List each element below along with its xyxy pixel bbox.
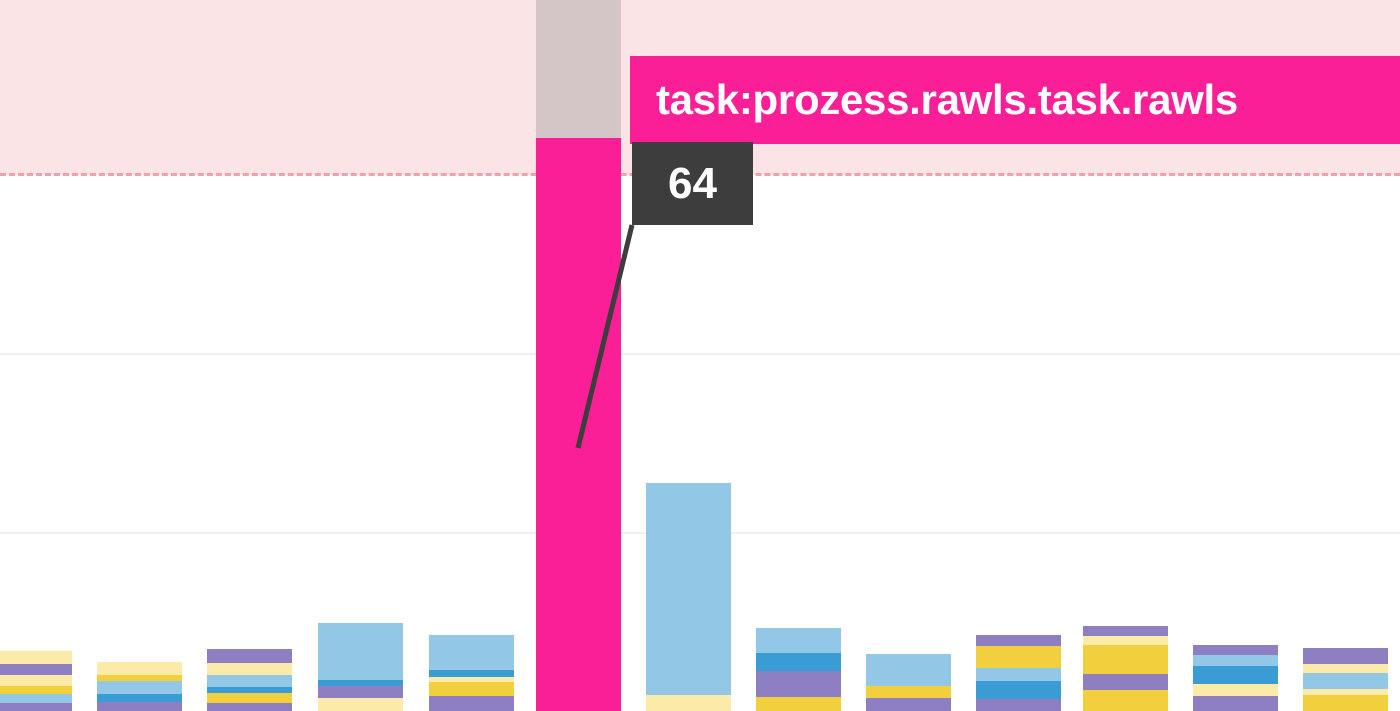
bar-segment — [866, 686, 951, 698]
bar-segment — [756, 697, 841, 711]
bar-segment — [207, 675, 292, 687]
bar[interactable] — [976, 635, 1061, 711]
bar-segment — [756, 653, 841, 671]
bar-selected[interactable] — [536, 0, 621, 711]
bar-segment — [536, 0, 621, 138]
bar-segment — [429, 635, 514, 670]
bar-segment — [97, 702, 182, 711]
value-tooltip[interactable]: 64 — [632, 142, 753, 225]
bar[interactable] — [1083, 626, 1168, 711]
bar-segment — [1193, 655, 1278, 666]
bar-segment — [1193, 696, 1278, 711]
bar[interactable] — [0, 651, 72, 711]
bar-segment — [1193, 645, 1278, 655]
bar-segment — [429, 682, 514, 696]
bar-segment — [976, 668, 1061, 681]
bar-segment — [1083, 636, 1168, 645]
bar-segment — [866, 654, 951, 686]
bar[interactable] — [429, 635, 514, 711]
bar[interactable] — [318, 623, 403, 711]
bar-segment — [429, 670, 514, 677]
bar-segment — [318, 686, 403, 698]
bar-segment — [1083, 626, 1168, 636]
bar[interactable] — [756, 628, 841, 711]
bar-segment — [0, 694, 72, 703]
bar-segment — [1083, 674, 1168, 690]
bar-segment — [429, 677, 514, 682]
bar-segment — [756, 671, 841, 697]
bar-segment — [429, 696, 514, 711]
bar-segment — [1303, 648, 1388, 664]
bar-segment — [318, 698, 403, 711]
bar-segment — [0, 664, 72, 675]
bar-segment — [1193, 666, 1278, 684]
bar-segment — [0, 675, 72, 686]
bar-segment — [0, 651, 72, 664]
bar-segment — [318, 680, 403, 686]
bar-segment — [318, 623, 403, 680]
bar-segment — [207, 687, 292, 693]
value-tooltip-text: 64 — [668, 158, 717, 208]
bar-segment — [1303, 689, 1388, 695]
bar[interactable] — [1193, 645, 1278, 711]
bar-segment — [1303, 695, 1388, 711]
gridline — [0, 353, 1400, 355]
bar-segment — [97, 681, 182, 694]
bar-segment — [207, 649, 292, 663]
bar-segment — [0, 703, 72, 711]
bar-segment — [1193, 684, 1278, 696]
bar-segment — [97, 675, 182, 681]
bar-segment — [646, 483, 731, 695]
bar-segment — [207, 693, 292, 703]
bar-segment — [1083, 645, 1168, 674]
bar-segment — [536, 138, 621, 711]
bar-segment — [207, 703, 292, 711]
bar[interactable] — [97, 662, 182, 711]
bar-segment — [97, 662, 182, 675]
bar-segment — [1303, 673, 1388, 689]
bar[interactable] — [1303, 648, 1388, 711]
bar-segment — [97, 694, 182, 702]
bar-segment — [756, 628, 841, 653]
bar-segment — [1303, 664, 1388, 673]
bar-segment — [976, 699, 1061, 711]
bar[interactable] — [646, 483, 731, 711]
bar[interactable] — [866, 654, 951, 711]
bar-segment — [976, 681, 1061, 699]
series-label-text: task:prozess.rawls.task.rawls — [656, 76, 1238, 123]
bar-segment — [646, 695, 731, 711]
bar-segment — [207, 663, 292, 675]
bar-segment — [1083, 690, 1168, 711]
bar-segment — [976, 635, 1061, 646]
bar[interactable] — [207, 649, 292, 711]
bar-segment — [0, 686, 72, 694]
bar-segment — [976, 646, 1061, 668]
bar-segment — [866, 698, 951, 711]
series-label-banner[interactable]: task:prozess.rawls.task.rawls — [630, 56, 1400, 144]
